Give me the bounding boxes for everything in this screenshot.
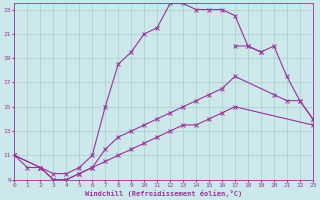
X-axis label: Windchill (Refroidissement éolien,°C): Windchill (Refroidissement éolien,°C) <box>85 190 242 197</box>
